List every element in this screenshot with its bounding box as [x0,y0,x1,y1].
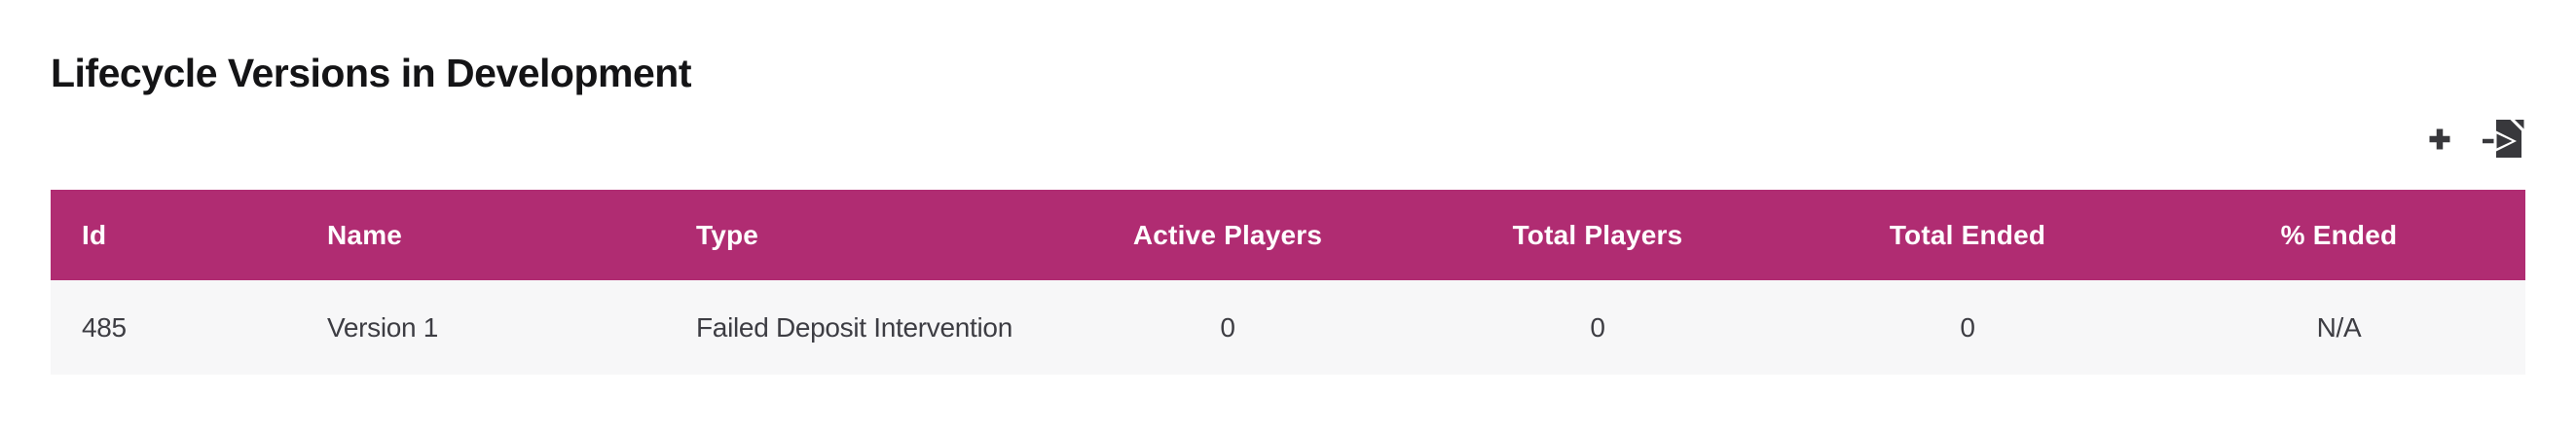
lifecycle-versions-table: Id Name Type Active Players Total Player… [51,190,2525,375]
import-button[interactable] [2480,118,2525,161]
table-actions [51,117,2525,162]
plus-icon [2429,128,2450,150]
cell-type: Failed Deposit Intervention [696,311,1012,343]
cell-total-players: 0 [1590,311,1605,343]
column-header-active-players: Active Players [1132,219,1323,250]
column-header-pct-ended: % Ended [2280,219,2398,250]
column-header-name: Name [327,219,403,250]
column-header-total-ended: Total Ended [1889,219,2046,250]
page-title: Lifecycle Versions in Development [51,51,691,95]
cell-name: Version 1 [327,311,439,343]
add-button[interactable] [2425,125,2454,154]
cell-id: 485 [82,311,127,343]
column-header-type: Type [696,219,759,250]
file-import-icon [2483,120,2524,158]
column-header-id: Id [82,219,107,250]
column-header-total-players: Total Players [1512,219,1683,250]
cell-pct-ended: N/A [2316,311,2362,343]
cell-active-players: 0 [1220,311,1235,343]
table-header-row: Id Name Type Active Players Total Player… [51,190,2525,280]
table-row[interactable]: 485 Version 1 Failed Deposit Interventio… [51,280,2525,375]
cell-total-ended: 0 [1960,311,1975,343]
